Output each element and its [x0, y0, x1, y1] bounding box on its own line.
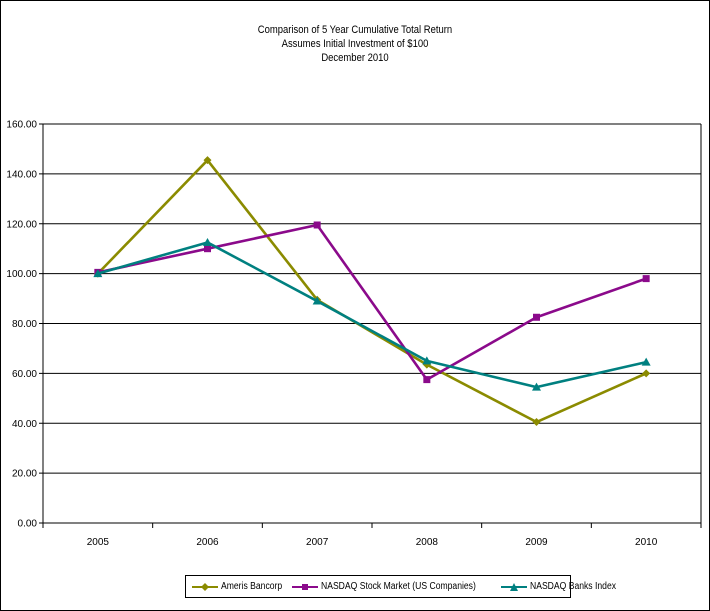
- data-point-2-2: [312, 296, 322, 305]
- line-chart: 0.00 20.00 40.00 60.00 80.00 100.00 120.00 140.…: [6, 120, 702, 548]
- data-point-2-4: [532, 382, 541, 391]
- data-point-1-5: [642, 275, 650, 283]
- chart-subtitle-2: December 2010: [321, 52, 389, 64]
- legend-item-ameris: Ameris Bancorp: [192, 581, 292, 592]
- legend-swatch-nasdaq-market: [292, 583, 319, 590]
- legend-item-nasdaq-banks: NASDAQ Banks Index: [501, 581, 630, 592]
- data-point-2-3: [422, 356, 432, 365]
- data-point-2-5: [641, 357, 651, 366]
- chart-title-block: Comparison of 5 Year Cumulative Total Re…: [51, 23, 660, 65]
- data-point-0-1: [203, 156, 212, 165]
- y-tick-label: 160.00: [6, 120, 37, 131]
- legend-label-ameris: Ameris Bancorp: [221, 581, 283, 592]
- y-tick-label: 40.00: [12, 419, 37, 430]
- legend-label-nasdaq-banks: NASDAQ Banks Index: [530, 581, 617, 592]
- x-tick-label: 2008: [416, 537, 439, 548]
- data-point-0-4: [532, 418, 541, 427]
- y-tick-label: 60.00: [12, 369, 37, 380]
- y-tick-label: 140.00: [6, 169, 37, 180]
- series-line-0: [96, 158, 647, 424]
- data-point-0-5: [642, 369, 651, 378]
- x-tick-label: 2005: [87, 537, 110, 548]
- x-tick-label: 2010: [635, 537, 658, 548]
- y-tick-label: 20.00: [12, 469, 37, 480]
- data-point-1-1: [204, 245, 211, 253]
- legend-swatch-nasdaq-banks: [501, 582, 528, 591]
- x-tick-label: 2007: [306, 537, 329, 548]
- legend-label-nasdaq-market: NASDAQ Stock Market (US Companies): [321, 581, 476, 592]
- y-tick-label: 120.00: [6, 219, 37, 230]
- legend-item-nasdaq-market: NASDAQ Stock Market (US Companies): [292, 581, 501, 592]
- y-tick-label: 100.00: [6, 269, 37, 280]
- data-point-1-4: [533, 313, 540, 321]
- x-tick-label: 2006: [196, 537, 219, 548]
- x-tick-label: 2009: [525, 537, 548, 548]
- chart-subtitle-1: Assumes Initial Investment of $100: [281, 38, 429, 50]
- data-point-2-1: [203, 237, 212, 246]
- series-line-2: [97, 241, 647, 389]
- data-point-1-2: [313, 221, 321, 229]
- legend-swatch-ameris: [192, 582, 218, 591]
- y-tick-label: 80.00: [12, 319, 37, 330]
- chart-legend: Ameris Bancorp NASDAQ Stock Market (US C…: [185, 575, 616, 598]
- data-point-2-0: [93, 269, 103, 278]
- y-tick-label: 0.00: [18, 519, 38, 530]
- chart-title: Comparison of 5 Year Cumulative Total Re…: [257, 24, 453, 36]
- data-point-1-3: [423, 376, 431, 384]
- series-line-1: [97, 223, 647, 381]
